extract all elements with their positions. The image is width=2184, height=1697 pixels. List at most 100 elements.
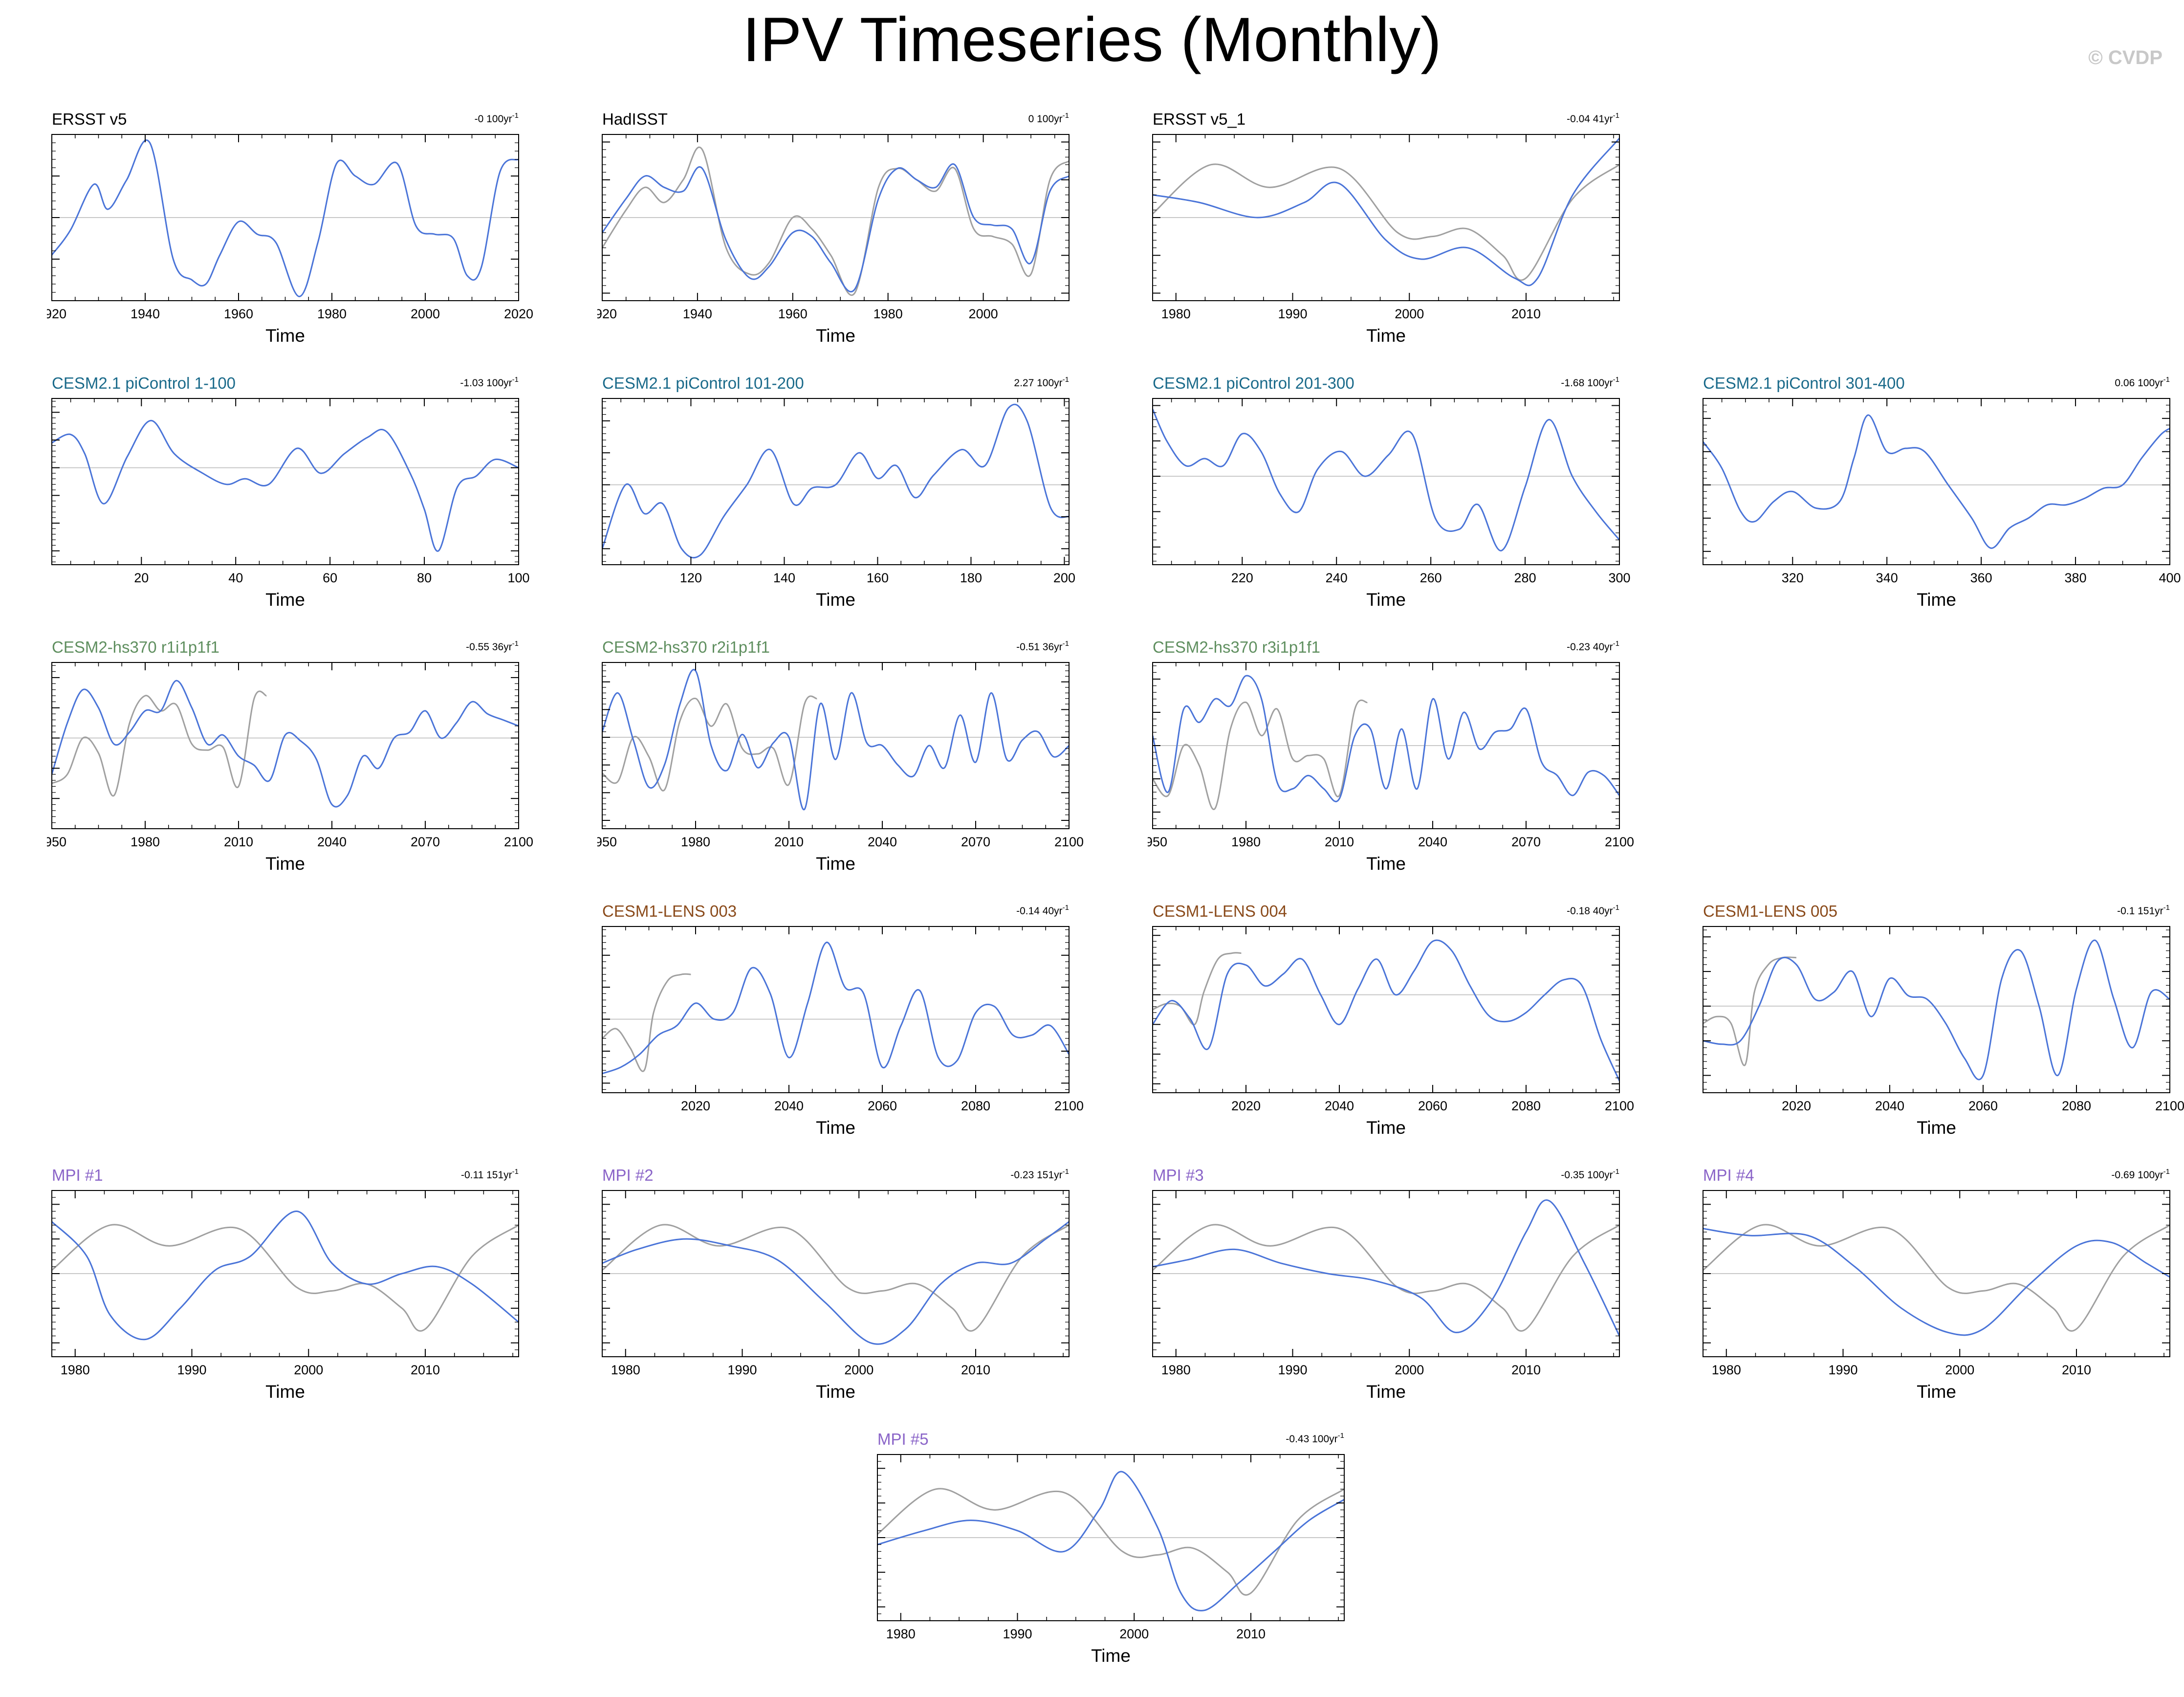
model-series-line	[52, 1210, 519, 1341]
trend-label: -1.68 100yr-1	[1561, 375, 1619, 389]
x-tick-label: 1980	[681, 835, 710, 849]
x-tick-label: 80	[417, 571, 432, 585]
model-series-line	[1153, 1199, 1619, 1337]
x-tick-label: 320	[1782, 571, 1804, 585]
chart-panel-pic1: CESM2.1 piControl 1-100 -1.03 100yr-1 20 40…	[47, 340, 536, 614]
x-tick-label: 1940	[131, 307, 160, 321]
chart-svg: CESM1-LENS 005 -0.1 151yr-1 2020 2040 2060 20…	[1703, 902, 2184, 1138]
x-tick-label: 2010	[1511, 1363, 1541, 1377]
x-tick-label: 2010	[774, 835, 804, 849]
panel-title: CESM2.1 piControl 101-200	[602, 374, 804, 392]
obs-series-line	[1153, 699, 1368, 810]
x-tick-label: 2010	[1511, 307, 1541, 321]
chart-panel-pic2: CESM2.1 piControl 101-200 2.27 100yr-1 120…	[597, 340, 1086, 614]
trend-label: -0.11 151yr-1	[461, 1168, 519, 1181]
x-tick-label: 1980	[874, 307, 903, 321]
panel-title: CESM2.1 piControl 1-100	[52, 374, 236, 392]
x-tick-label: 160	[867, 571, 889, 585]
x-tick-label: 2000	[1395, 1363, 1424, 1377]
x-tick-label: 360	[1970, 571, 1992, 585]
x-tick-label: 2100	[1605, 1099, 1634, 1113]
model-series-line	[602, 403, 1069, 559]
x-axis-label: Time	[265, 326, 305, 346]
trend-label: -0.35 100yr-1	[1561, 1168, 1619, 1181]
x-axis-label: Time	[1917, 1118, 1956, 1138]
x-tick-label: 2020	[504, 307, 533, 321]
chart-panel-lens3: CESM1-LENS 003 -0.14 40yr-1 2020 2040 2060 20…	[597, 868, 1086, 1142]
trend-label: -0.51 36yr-1	[1016, 639, 1069, 653]
x-tick-label: 2040	[1418, 835, 1447, 849]
x-axis-label: Time	[1366, 854, 1406, 874]
chart-svg: CESM2.1 piControl 101-200 2.27 100yr-1 120…	[602, 374, 1075, 610]
chart-panel-ersst1: ERSST v5_1-0.04 41yr-119801990200020102.…	[1148, 76, 1637, 350]
x-tick-label: 2000	[411, 307, 440, 321]
x-tick-label: 300	[1608, 571, 1630, 585]
chart-svg: MPI #3-0.35 100yr-119801990200020102.01.…	[1152, 1166, 1620, 1402]
panel-title: MPI #3	[1153, 1166, 1204, 1184]
chart-panel-mpi5: MPI #5-0.43 100yr-119801990200020102.01.…	[873, 1396, 1361, 1670]
trend-label: -0.23 40yr-1	[1567, 639, 1619, 653]
trend-label: 2.27 100yr-1	[1014, 375, 1069, 389]
chart-svg: CESM2.1 piControl 1-100 -1.03 100yr-1 20 40…	[51, 374, 530, 610]
panel-title: CESM2-hs370 r1i1p1f1	[52, 638, 219, 656]
trend-label: -1.03 100yr-1	[460, 375, 519, 389]
obs-series-line	[602, 695, 817, 792]
x-tick-label: 2100	[1054, 1099, 1084, 1113]
obs-series-line	[602, 1224, 1069, 1332]
chart-panel-lens4: CESM1-LENS 004 -0.18 40yr-1 2020 2040 2060 20…	[1148, 868, 1637, 1142]
panel-title: MPI #4	[1703, 1166, 1754, 1184]
x-tick-label: 1960	[224, 307, 253, 321]
x-tick-label: 2080	[2062, 1099, 2091, 1113]
trend-label: -0.69 100yr-1	[2111, 1168, 2170, 1181]
x-tick-label: 280	[1514, 571, 1536, 585]
chart-panel-lens5: CESM1-LENS 005 -0.1 151yr-1 2020 2040 2060 20…	[1698, 868, 2184, 1142]
panel-title: CESM1-LENS 003	[602, 902, 737, 920]
trend-label: 0.06 100yr-1	[2115, 375, 2170, 389]
copyright-label: © CVDP	[2088, 47, 2162, 68]
model-series-line	[877, 1471, 1344, 1611]
x-axis-label: Time	[816, 326, 855, 346]
trend-label: -0 100yr-1	[475, 111, 519, 125]
panel-title: ERSST v5	[52, 110, 127, 128]
panel-title: HadISST	[602, 110, 668, 128]
x-axis-label: Time	[1917, 590, 1956, 610]
x-tick-label: 2010	[961, 1363, 990, 1377]
model-series-line	[602, 669, 1069, 811]
x-axis-label: Time	[1917, 1382, 1956, 1402]
x-axis-label: Time	[1366, 1382, 1406, 1402]
x-axis-label: Time	[1366, 1118, 1406, 1138]
x-tick-label: 2000	[1119, 1627, 1149, 1641]
x-tick-label: 400	[2159, 571, 2181, 585]
x-tick-label: 260	[1420, 571, 1442, 585]
x-axis-label: Time	[265, 1382, 305, 1402]
chart-panel-mpi4: MPI #4-0.69 100yr-119801990200020102.01.…	[1698, 1132, 2184, 1406]
plot-frame	[1152, 926, 1620, 1093]
x-tick-label: 2020	[681, 1099, 710, 1113]
chart-panel-mpi2: MPI #2-0.23 151yr-119801990200020102.01.…	[597, 1132, 1086, 1406]
trend-label: -0.23 151yr-1	[1010, 1168, 1069, 1181]
model-series-line	[1703, 414, 2170, 549]
panel-title: CESM1-LENS 005	[1703, 902, 1837, 920]
x-axis-label: Time	[816, 590, 855, 610]
model-series-line	[1153, 939, 1619, 1081]
model-series-line	[1153, 409, 1619, 551]
x-tick-label: 1980	[131, 835, 160, 849]
trend-label: 0 100yr-1	[1028, 111, 1069, 125]
x-tick-label: 2060	[1418, 1099, 1447, 1113]
x-tick-label: 1980	[1712, 1363, 1741, 1377]
x-tick-label: 2010	[2062, 1363, 2091, 1377]
x-tick-label: 2070	[1511, 835, 1541, 849]
x-tick-label: 2100	[1054, 835, 1084, 849]
panel-title: MPI #1	[52, 1166, 103, 1184]
x-axis-label: Time	[265, 590, 305, 610]
chart-svg: MPI #1-0.11 151yr-119801990200020102.01.…	[51, 1166, 519, 1402]
x-tick-label: 2060	[868, 1099, 897, 1113]
x-tick-label: 2010	[224, 835, 253, 849]
